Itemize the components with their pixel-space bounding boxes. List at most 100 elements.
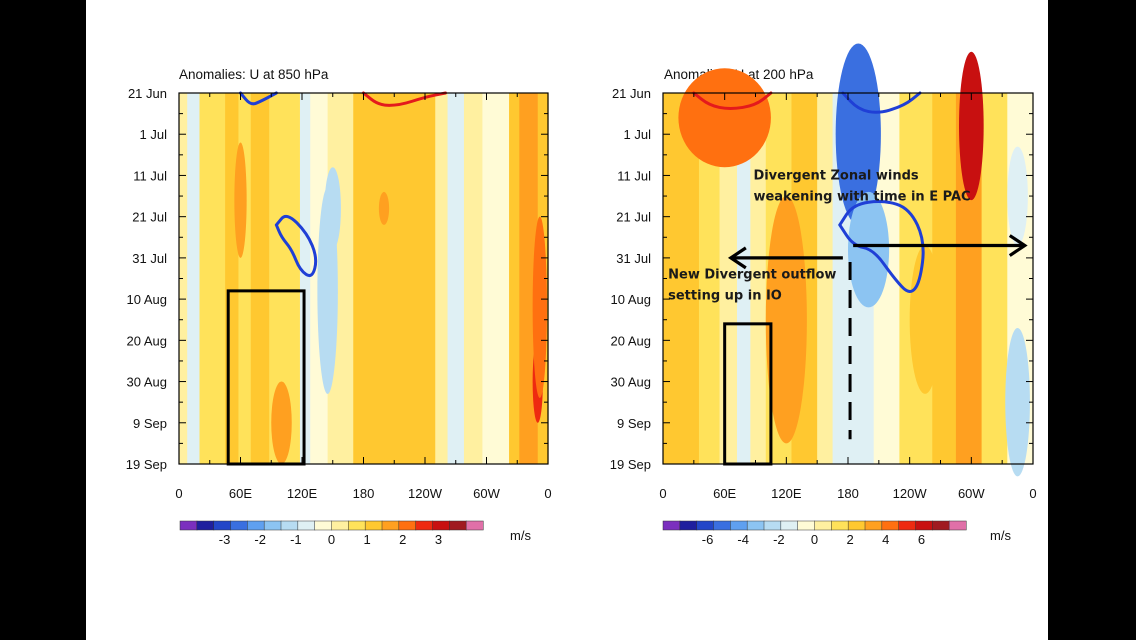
x-tick-label: 60W bbox=[958, 486, 985, 501]
x-tick-label: 180 bbox=[837, 486, 859, 501]
field-band bbox=[750, 93, 767, 464]
colorbar-swatch bbox=[449, 520, 467, 531]
colorbar-tick-label: -2 bbox=[254, 532, 266, 547]
colorbar-tick-label: 2 bbox=[399, 532, 406, 547]
annotation-text: setting up in IO bbox=[668, 289, 782, 304]
y-tick-label: 31 Jul bbox=[616, 251, 651, 266]
contour-negative bbox=[838, 200, 925, 293]
field-patch bbox=[835, 43, 881, 225]
colorbar-swatch bbox=[881, 520, 900, 531]
x-tick-label: 0 bbox=[1029, 486, 1036, 501]
x-tick-label: 120W bbox=[893, 486, 928, 501]
x-tick-label: 0 bbox=[175, 486, 182, 501]
colorbar-swatch bbox=[780, 520, 799, 531]
x-tick-label: 120W bbox=[408, 486, 443, 501]
colorbar-swatch bbox=[465, 520, 484, 531]
field-band bbox=[698, 93, 721, 464]
panel-200hpa: Anomalies: U at 200 hPa Divergent Zonal … bbox=[610, 43, 1037, 547]
colorbar-swatch bbox=[831, 520, 849, 531]
contour-negative bbox=[841, 91, 922, 114]
colorbar-swatch bbox=[864, 520, 883, 531]
colorbar-swatch bbox=[746, 520, 765, 531]
y-tick-label: 10 Aug bbox=[611, 292, 652, 307]
field-band bbox=[447, 93, 465, 464]
field-patch bbox=[1005, 327, 1030, 477]
x-tick-label: 120E bbox=[771, 486, 802, 501]
field-band bbox=[663, 93, 700, 464]
colorbar-swatch bbox=[230, 520, 248, 531]
x-tick-label: 60W bbox=[473, 486, 500, 501]
colorbar-swatch bbox=[196, 520, 215, 531]
colorbar: -3 -2 -1 0 1 2 3 bbox=[179, 520, 484, 547]
colorbar-swatch bbox=[763, 520, 782, 531]
x-axis: 0 60E 120E 180 120W 60W 0 bbox=[659, 93, 1037, 501]
field-band bbox=[463, 93, 483, 464]
annotation-text: New Divergent outflow bbox=[668, 268, 836, 283]
field-patch bbox=[1007, 146, 1028, 246]
field-patch bbox=[324, 167, 341, 250]
y-tick-label: 30 Aug bbox=[611, 375, 652, 390]
y-tick-label: 31 Jul bbox=[132, 251, 167, 266]
colorbar-swatch bbox=[179, 520, 198, 531]
anomaly-field bbox=[179, 93, 549, 464]
field-band bbox=[817, 93, 834, 464]
field-patch bbox=[271, 381, 292, 464]
y-tick-label: 20 Aug bbox=[127, 333, 168, 348]
colorbar-tick-label: 0 bbox=[328, 532, 335, 547]
colorbar-swatch bbox=[898, 520, 917, 531]
colorbar-units: m/s bbox=[510, 528, 531, 543]
annotation-text: weakening with time in E PAC bbox=[753, 190, 970, 205]
colorbar-tick-label: 2 bbox=[847, 532, 854, 547]
field-patch bbox=[678, 68, 771, 168]
colorbar-swatch bbox=[432, 520, 450, 531]
colorbar-swatch bbox=[364, 520, 383, 531]
field-band bbox=[482, 93, 510, 464]
colorbar-swatch bbox=[948, 520, 967, 531]
y-tick-label: 19 Sep bbox=[610, 457, 651, 472]
field-band bbox=[353, 93, 436, 464]
outflow-arrow bbox=[853, 234, 1028, 257]
y-tick-label: 21 Jun bbox=[128, 86, 167, 101]
x-tick-label: 60E bbox=[713, 486, 736, 501]
contour-negative bbox=[239, 91, 278, 106]
field-band bbox=[435, 93, 449, 464]
colorbar-units: m/s bbox=[990, 528, 1011, 543]
field-band bbox=[250, 93, 270, 464]
colorbar-tick-label: -3 bbox=[219, 532, 231, 547]
colorbar-swatch bbox=[814, 520, 832, 531]
x-tick-label: 120E bbox=[287, 486, 318, 501]
y-tick-label: 19 Sep bbox=[126, 457, 167, 472]
y-tick-label: 30 Aug bbox=[127, 375, 168, 390]
colorbar-tick-label: 0 bbox=[811, 532, 818, 547]
field-patch bbox=[378, 191, 390, 225]
colorbar-swatch bbox=[415, 520, 434, 531]
y-tick-label: 11 Jul bbox=[133, 168, 167, 183]
x-axis: 0 60E 120E 180 120W 60W 0 bbox=[175, 93, 552, 501]
y-tick-label: 21 Jun bbox=[612, 86, 651, 101]
colorbar-tick-label: -6 bbox=[702, 532, 714, 547]
y-tick-label: 21 Jul bbox=[132, 210, 167, 225]
y-axis: 21 Jun 1 Jul 11 Jul 21 Jul 31 Jul 10 Aug 20 Au… bbox=[126, 86, 548, 472]
field-patch bbox=[909, 245, 941, 394]
field-patch bbox=[959, 51, 984, 201]
colorbar-swatch bbox=[381, 520, 400, 531]
colorbar-swatch bbox=[713, 520, 731, 531]
colorbar-tick-label: -2 bbox=[773, 532, 785, 547]
y-tick-label: 9 Sep bbox=[133, 416, 167, 431]
colorbar-swatch bbox=[679, 520, 698, 531]
y-tick-label: 21 Jul bbox=[616, 210, 651, 225]
field-band bbox=[737, 93, 751, 464]
colorbar-swatch bbox=[915, 520, 933, 531]
overlay-layer: Divergent Zonal winds weakening with time… bbox=[668, 91, 1028, 466]
colorbar-swatch bbox=[280, 520, 299, 531]
contour-positive bbox=[692, 91, 773, 110]
y-tick-label: 1 Jul bbox=[140, 127, 168, 142]
colorbar-tick-label: -4 bbox=[737, 532, 749, 547]
colorbar-swatch bbox=[398, 520, 417, 531]
colorbar-swatch bbox=[797, 520, 816, 531]
colorbar-tick-label: 6 bbox=[918, 532, 925, 547]
colorbar-swatch bbox=[932, 520, 950, 531]
field-patch bbox=[234, 142, 247, 258]
panel-850hpa: Anomalies: U at 850 hPa 21 Jun 1 Jul 11 Ju… bbox=[126, 67, 552, 547]
